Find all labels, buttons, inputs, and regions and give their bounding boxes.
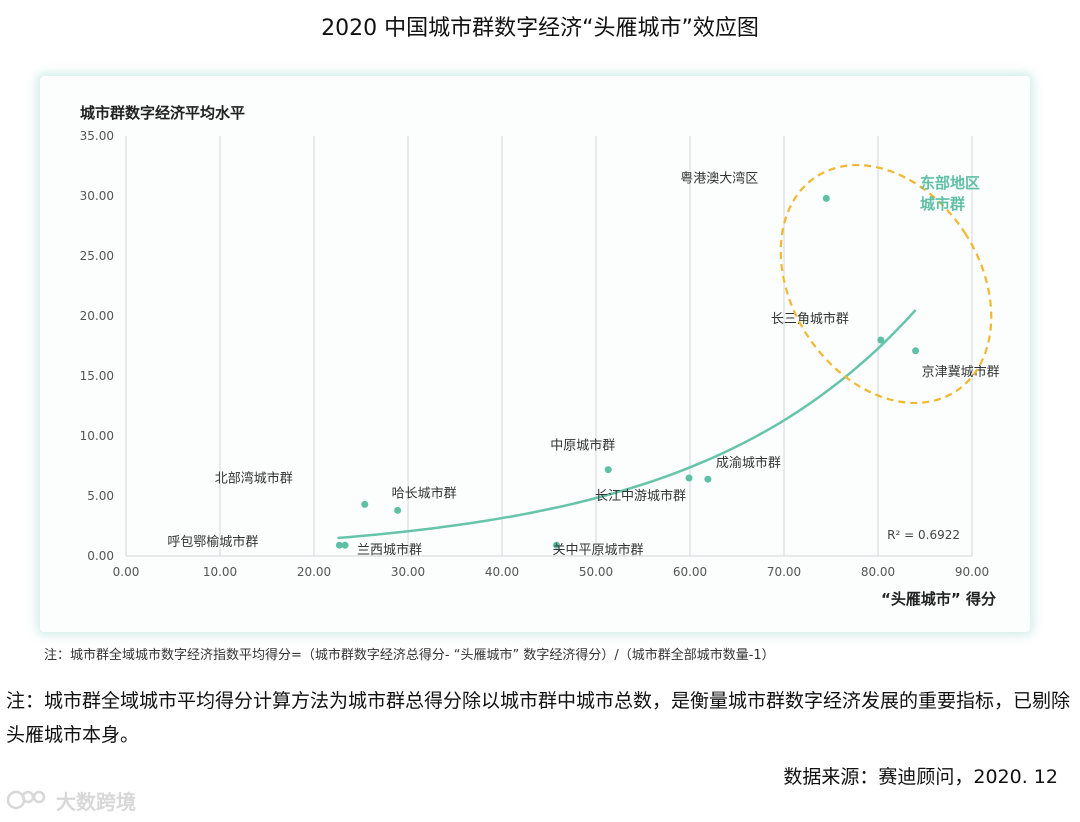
x-tick-label: 50.00 (579, 565, 613, 579)
x-tick-label: 60.00 (673, 565, 707, 579)
chart-title: 2020 中国城市群数字经济“头雁城市”效应图 (321, 16, 759, 41)
y-tick-label: 30.00 (80, 189, 114, 203)
data-point (704, 475, 712, 483)
watermark: 大数跨境 (6, 786, 136, 814)
point-label: 北部湾城市群 (215, 470, 293, 486)
watermark-logo-icon (6, 790, 46, 810)
data-point (341, 541, 349, 549)
point-label: 中原城市群 (550, 438, 615, 454)
data-point (604, 466, 612, 474)
point-label: 哈长城市群 (392, 485, 457, 501)
point-label: 兰西城市群 (357, 542, 422, 558)
annotation-text: 东部地区 (920, 174, 980, 192)
x-tick-label: 90.00 (955, 565, 989, 579)
x-tick-label: 70.00 (767, 565, 801, 579)
data-point (685, 474, 693, 482)
chart-card: 0.00 10.00 20.00 30.00 40.00 50.00 60.00 70.00 8… (40, 76, 1030, 632)
point-label: 成渝城市群 (716, 455, 781, 471)
data-source: 数据来源：赛迪顾问，2020. 12 (783, 766, 1058, 788)
x-tick-label: 40.00 (485, 565, 519, 579)
x-tick-label: 10.00 (203, 565, 237, 579)
y-tick-label: 10.00 (80, 429, 114, 443)
data-point (361, 500, 369, 508)
point-label: 长江中游城市群 (595, 488, 686, 504)
y-tick-label: 5.00 (87, 489, 114, 503)
x-axis-title: “头雁城市” 得分 (881, 590, 996, 608)
point-label: 长三角城市群 (771, 311, 849, 327)
point-label: 呼包鄂榆城市群 (167, 534, 258, 550)
data-point (335, 541, 343, 549)
highlight-ellipse (779, 163, 993, 405)
y-tick-label: 35.00 (80, 129, 114, 143)
y-tick-label: 0.00 (87, 549, 114, 563)
x-tick-label: 80.00 (861, 565, 895, 579)
data-point (877, 336, 885, 344)
x-tick-label: 30.00 (391, 565, 425, 579)
data-point (553, 541, 561, 549)
watermark-text: 大数跨境 (56, 789, 136, 814)
x-tick-label: 20.00 (297, 565, 331, 579)
y-tick-label: 20.00 (80, 309, 114, 323)
y-tick-label: 25.00 (80, 249, 114, 263)
y-tick-label: 15.00 (80, 369, 114, 383)
scatter-chart: 0.00 10.00 20.00 30.00 40.00 50.00 60.00 70.00 8… (80, 104, 1000, 608)
point-label: 京津冀城市群 (922, 364, 1000, 380)
annotation-text: 城市群 (920, 195, 965, 213)
method-note: 注：城市群全域城市平均得分计算方法为城市群总得分除以城市群中城市总数，是衡量城市… (6, 690, 1071, 746)
data-point (822, 194, 830, 202)
point-label: 关中平原城市群 (553, 542, 644, 558)
data-point (912, 347, 920, 355)
point-label: 粤港澳大湾区 (680, 170, 758, 186)
x-tick-label: 0.00 (113, 565, 140, 579)
trend-line (337, 309, 917, 540)
formula-note: 注：城市群全域城市数字经济指数平均得分=（城市群数字经济总得分- “头雁城市” … (44, 648, 775, 663)
y-axis-title: 城市群数字经济平均水平 (80, 104, 245, 122)
data-point (394, 506, 402, 514)
r-squared-label: R² = 0.6922 (887, 528, 960, 542)
